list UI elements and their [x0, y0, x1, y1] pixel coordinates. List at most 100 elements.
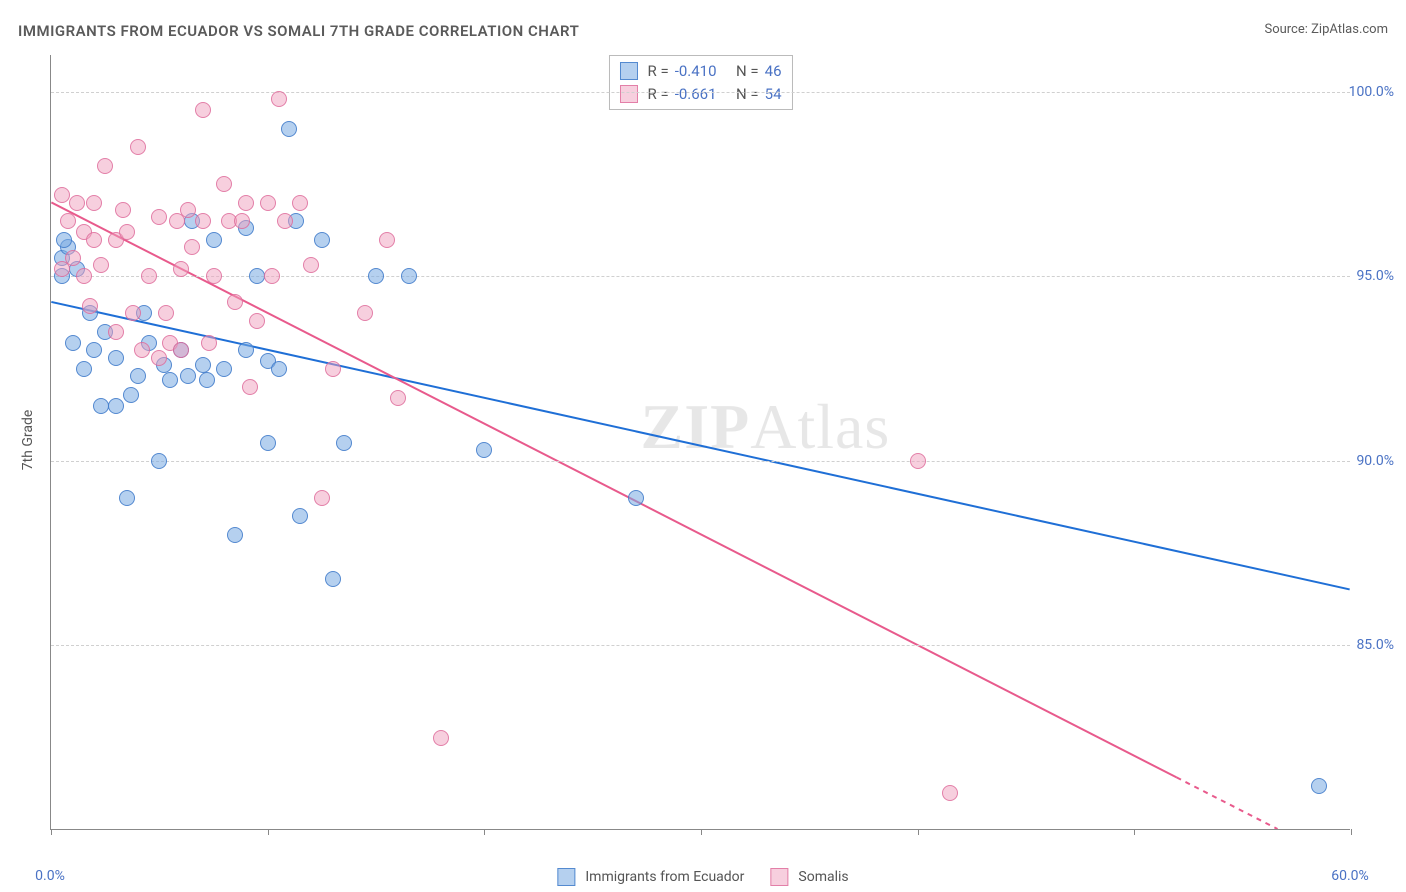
data-point-ecuador: [281, 121, 297, 137]
data-point-somalis: [390, 390, 406, 406]
data-point-somalis: [277, 213, 293, 229]
data-point-somalis: [325, 361, 341, 377]
data-point-somalis: [357, 305, 373, 321]
data-point-somalis: [125, 305, 141, 321]
data-point-somalis: [264, 268, 280, 284]
gridline: [51, 461, 1350, 462]
data-point-somalis: [249, 313, 265, 329]
data-point-ecuador: [271, 361, 287, 377]
source-label: Source: ZipAtlas.com: [1264, 22, 1388, 37]
gridline: [51, 645, 1350, 646]
stats-row-somalis: R = -0.661 N = 54: [619, 83, 781, 106]
chart-container: IMMIGRANTS FROM ECUADOR VS SOMALI 7TH GR…: [0, 0, 1406, 892]
swatch-somalis: [619, 85, 637, 103]
x-tick: [1351, 829, 1352, 835]
x-tick: [484, 829, 485, 835]
data-point-ecuador: [628, 490, 644, 506]
watermark: ZIPAtlas: [641, 390, 891, 464]
data-point-ecuador: [65, 335, 81, 351]
y-tick-label: 100.0%: [1349, 84, 1394, 100]
data-point-somalis: [151, 350, 167, 366]
data-point-somalis: [942, 785, 958, 801]
data-point-somalis: [108, 324, 124, 340]
data-point-ecuador: [249, 268, 265, 284]
data-point-somalis: [206, 268, 222, 284]
data-point-ecuador: [1311, 778, 1327, 794]
data-point-somalis: [60, 213, 76, 229]
data-point-somalis: [303, 257, 319, 273]
data-point-somalis: [242, 379, 258, 395]
plot-area: ZIPAtlas R = -0.410 N = 46 R = -0.661 N …: [50, 55, 1350, 830]
y-tick-label: 90.0%: [1356, 453, 1394, 469]
data-point-ecuador: [76, 361, 92, 377]
data-point-somalis: [201, 335, 217, 351]
legend-item-ecuador: Immigrants from Ecuador: [557, 868, 744, 886]
data-point-somalis: [195, 213, 211, 229]
data-point-ecuador: [216, 361, 232, 377]
data-point-somalis: [86, 195, 102, 211]
trend-lines: [51, 55, 1350, 829]
data-point-somalis: [195, 102, 211, 118]
data-point-somalis: [151, 209, 167, 225]
data-point-somalis: [433, 730, 449, 746]
stats-legend-box: R = -0.410 N = 46 R = -0.661 N = 54: [608, 55, 792, 110]
data-point-ecuador: [238, 342, 254, 358]
data-point-ecuador: [368, 268, 384, 284]
x-tick: [51, 829, 52, 835]
data-point-somalis: [227, 294, 243, 310]
data-point-ecuador: [206, 232, 222, 248]
data-point-ecuador: [336, 435, 352, 451]
data-point-somalis: [379, 232, 395, 248]
data-point-somalis: [76, 268, 92, 284]
x-tick: [1134, 829, 1135, 835]
data-point-somalis: [314, 490, 330, 506]
data-point-ecuador: [199, 372, 215, 388]
x-tick: [701, 829, 702, 835]
data-point-ecuador: [292, 508, 308, 524]
data-point-somalis: [82, 298, 98, 314]
data-point-ecuador: [325, 571, 341, 587]
gridline: [51, 276, 1350, 277]
data-point-ecuador: [260, 435, 276, 451]
data-point-somalis: [130, 139, 146, 155]
data-point-somalis: [134, 342, 150, 358]
data-point-somalis: [119, 224, 135, 240]
data-point-somalis: [115, 202, 131, 218]
data-point-somalis: [158, 305, 174, 321]
data-point-ecuador: [56, 232, 72, 248]
data-point-somalis: [54, 187, 70, 203]
data-point-somalis: [93, 257, 109, 273]
data-point-ecuador: [123, 387, 139, 403]
chart-title: IMMIGRANTS FROM ECUADOR VS SOMALI 7TH GR…: [18, 22, 579, 40]
data-point-ecuador: [119, 490, 135, 506]
data-point-ecuador: [86, 342, 102, 358]
data-point-ecuador: [476, 442, 492, 458]
swatch-ecuador: [619, 62, 637, 80]
data-point-somalis: [180, 202, 196, 218]
data-point-ecuador: [227, 527, 243, 543]
y-tick-label: 95.0%: [1356, 268, 1394, 284]
swatch-ecuador-icon: [557, 868, 575, 886]
x-tick: [268, 829, 269, 835]
swatch-somalis-icon: [770, 868, 788, 886]
data-point-ecuador: [108, 350, 124, 366]
data-point-ecuador: [93, 398, 109, 414]
gridline: [51, 92, 1350, 93]
data-point-somalis: [65, 250, 81, 266]
data-point-somalis: [97, 158, 113, 174]
y-tick-label: 85.0%: [1356, 637, 1394, 653]
data-point-somalis: [86, 232, 102, 248]
data-point-ecuador: [108, 398, 124, 414]
y-axis-label: 7th Grade: [20, 410, 36, 471]
x-tick-label: 60.0%: [1331, 868, 1369, 884]
x-tick-label: 0.0%: [35, 868, 65, 884]
stats-row-ecuador: R = -0.410 N = 46: [619, 60, 781, 83]
data-point-ecuador: [151, 453, 167, 469]
data-point-ecuador: [162, 372, 178, 388]
data-point-somalis: [271, 91, 287, 107]
data-point-somalis: [141, 268, 157, 284]
data-point-somalis: [216, 176, 232, 192]
x-tick: [918, 829, 919, 835]
data-point-somalis: [260, 195, 276, 211]
data-point-somalis: [184, 239, 200, 255]
